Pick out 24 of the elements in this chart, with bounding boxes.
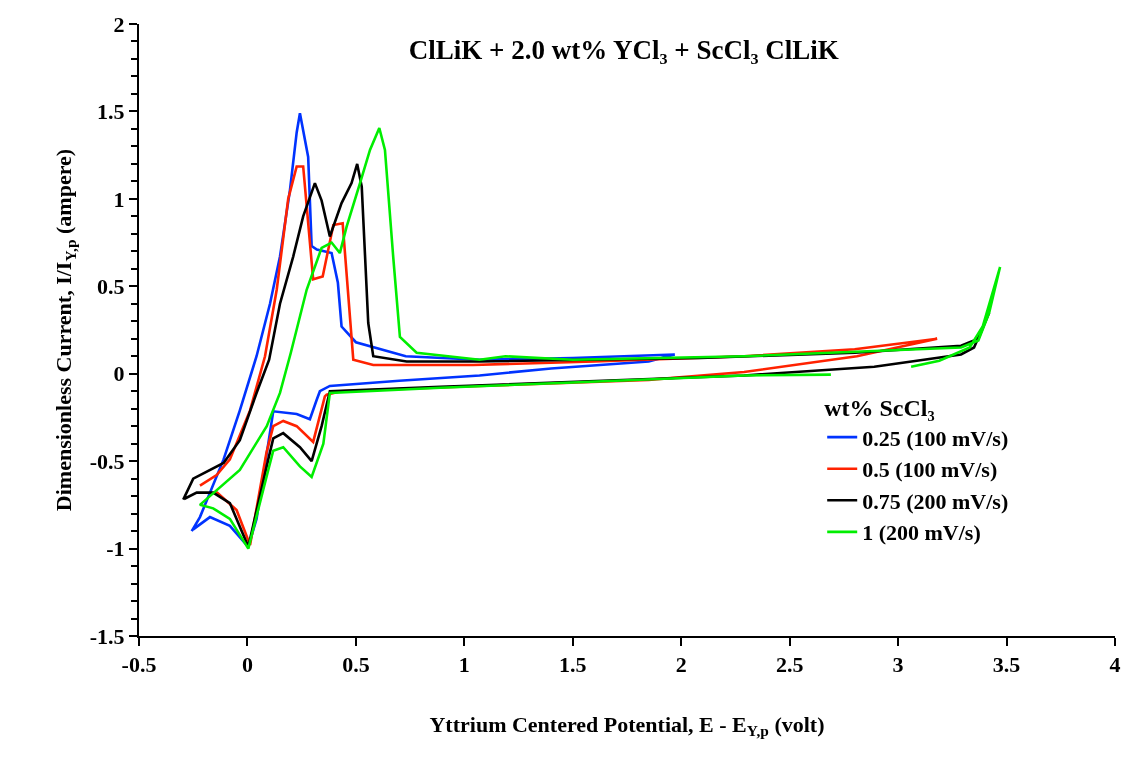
y-tick-label: 0 (113, 361, 125, 387)
y-tick-label: 1 (113, 186, 125, 212)
chart-title: ClLiK + 2.0 wt% YCl₃ + ScCl₃ ClLiK (408, 34, 839, 65)
legend-label: 0.75 (200 mV/s) (862, 488, 1009, 514)
legend-label: 0.5 (100 mV/s) (862, 457, 998, 483)
y-tick-label: 0.5 (97, 273, 125, 299)
x-tick-label: 0 (241, 652, 253, 678)
x-tick-label: 1.5 (559, 652, 587, 678)
legend-label: 1 (200 mV/s) (862, 520, 981, 546)
y-tick-label: 2 (113, 11, 125, 37)
x-tick-label: 1 (458, 652, 470, 678)
x-tick-label: 2.5 (775, 652, 804, 678)
y-tick-label: -1.5 (89, 623, 125, 649)
legend-label: 0.25 (100 mV/s) (862, 425, 1009, 451)
y-tick-label: -0.5 (89, 448, 125, 474)
x-axis-title: Yttrium Centered Potential, E - E$_{Y,p}$ (volt) (429, 711, 825, 740)
x-tick-label: 2 (675, 652, 687, 678)
legend-title: wt% ScCl₃ (824, 395, 935, 422)
x-tick-label: 3.5 (992, 652, 1021, 678)
x-tick-label: 0.5 (342, 652, 370, 678)
y-tick-label: -1 (106, 536, 125, 562)
x-tick-label: 4 (1109, 652, 1121, 678)
y-tick-label: 1.5 (97, 99, 125, 125)
x-tick-label: 3 (892, 652, 904, 678)
